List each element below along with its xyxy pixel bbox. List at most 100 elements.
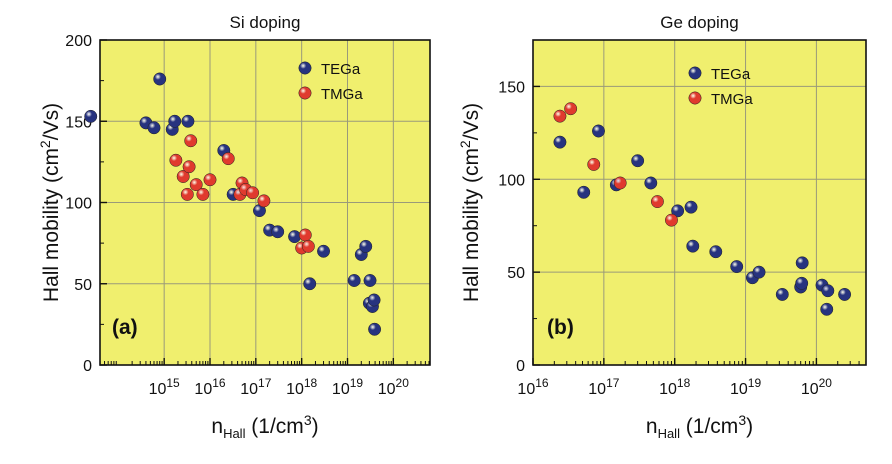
x-tick-base: 10 — [240, 381, 258, 398]
y-tick-label: 50 — [74, 277, 92, 294]
x-tick-base: 10 — [286, 381, 304, 398]
data-point-tmga — [587, 157, 601, 171]
data-point-tega — [644, 176, 658, 190]
data-point-tega — [359, 239, 373, 253]
x-tick-label: 1016 — [194, 376, 225, 398]
data-point-tmga — [196, 187, 210, 201]
data-point-tega — [752, 265, 766, 279]
data-point-tega — [686, 239, 700, 253]
x-tick-base: 10 — [517, 381, 535, 398]
legend-marker-tmga — [688, 91, 702, 105]
y-axis-label-unit: /Vs) — [40, 103, 63, 140]
series-tmga — [169, 134, 315, 255]
y-tick-label: 0 — [516, 358, 525, 375]
y-axis-label-unit: /Vs) — [460, 103, 483, 140]
x-tick-label: 1015 — [149, 376, 180, 398]
x-axis-label: nHall (1/cm3) — [646, 412, 753, 441]
legend-marker-tega — [298, 61, 312, 75]
data-point-tega — [288, 230, 302, 244]
legend-marker-tega — [688, 66, 702, 80]
x-tick-base: 10 — [378, 381, 396, 398]
legend-label-tega: TEGa — [321, 61, 361, 78]
x-axis-label-unit: (1/cm — [245, 415, 303, 438]
x-tick-label: 1017 — [588, 376, 619, 398]
y-tick-label: 150 — [498, 79, 525, 96]
legend: TEGa TMGa — [688, 66, 753, 108]
x-tick-exponent: 20 — [396, 376, 410, 390]
data-point-tmga — [169, 153, 183, 167]
data-point-tega — [271, 225, 285, 239]
panel-tag: (a) — [112, 316, 138, 339]
data-point-tmga — [182, 160, 196, 174]
data-point-tega — [168, 114, 182, 128]
y-axis-label-superscript: 2 — [457, 140, 473, 148]
legend-label-tmga: TMGa — [711, 91, 753, 108]
data-point-tega — [303, 277, 317, 291]
x-axis-label-close: ) — [746, 415, 753, 438]
y-axis-label-text: Hall mobility (cm — [40, 148, 63, 302]
y-tick-label: 100 — [498, 172, 525, 189]
data-point-tega — [147, 121, 161, 135]
data-point-tega — [181, 114, 195, 128]
x-tick-base: 10 — [801, 381, 819, 398]
data-point-tega — [795, 276, 809, 290]
y-axis-label-superscript: 2 — [37, 140, 53, 148]
data-point-tega — [671, 204, 685, 218]
data-point-tmga — [301, 239, 315, 253]
x-axis-label-unit: (1/cm — [680, 415, 738, 438]
y-axis-label-text: Hall mobility (cm — [460, 148, 483, 302]
data-point-tmga — [298, 228, 312, 242]
data-point-tega — [709, 245, 723, 259]
data-point-tega — [730, 260, 744, 274]
legend-label-tmga: TMGa — [321, 86, 363, 103]
x-tick-label: 1018 — [659, 376, 690, 398]
data-point-tmga — [650, 195, 664, 209]
data-point-tega — [821, 284, 835, 298]
data-point-tega — [153, 72, 167, 86]
legend-label-tega: TEGa — [711, 66, 751, 83]
data-point-tega — [363, 274, 377, 287]
panel-title: Si doping — [230, 13, 301, 32]
x-tick-exponent: 15 — [166, 376, 180, 390]
data-point-tega — [631, 154, 645, 168]
x-tick-base: 10 — [659, 381, 677, 398]
data-point-tega — [553, 135, 567, 149]
x-axis-label-text: n — [646, 415, 658, 438]
x-axis-label-close: ) — [312, 415, 319, 438]
data-point-tega — [592, 124, 605, 138]
x-tick-label: 1019 — [730, 376, 761, 398]
x-tick-exponent: 20 — [819, 376, 833, 390]
data-point-tmga — [613, 176, 627, 190]
x-axis-label-text: n — [211, 415, 223, 438]
data-point-tega — [838, 287, 852, 301]
data-point-tega — [684, 200, 698, 214]
x-tick-label: 1017 — [240, 376, 271, 398]
y-tick-label: 50 — [507, 265, 525, 282]
x-tick-label: 1018 — [286, 376, 317, 398]
panel-tag: (b) — [547, 316, 574, 339]
x-tick-exponent: 17 — [606, 376, 620, 390]
x-tick-base: 10 — [730, 381, 748, 398]
x-tick-exponent: 16 — [535, 376, 549, 390]
data-point-tmga — [665, 213, 678, 227]
data-point-tega — [367, 293, 381, 307]
y-tick-label: 100 — [65, 196, 92, 213]
x-tick-base: 10 — [149, 381, 167, 398]
x-tick-label: 1016 — [517, 376, 548, 398]
data-point-tmga — [553, 109, 567, 123]
data-point-tega — [577, 185, 591, 199]
x-axis-label-subscript: Hall — [658, 426, 681, 441]
y-tick-label: 200 — [65, 33, 92, 50]
data-point-tmga — [221, 152, 235, 166]
x-tick-exponent: 17 — [258, 376, 272, 390]
data-point-tmga — [176, 170, 190, 183]
series-tega — [84, 72, 382, 336]
data-point-tmga — [184, 134, 198, 148]
x-tick-exponent: 19 — [748, 376, 762, 390]
x-axis-label: nHall (1/cm3) — [211, 412, 318, 441]
plot-frame — [532, 39, 867, 366]
data-point-tmga — [257, 194, 271, 208]
x-tick-exponent: 19 — [350, 376, 364, 390]
